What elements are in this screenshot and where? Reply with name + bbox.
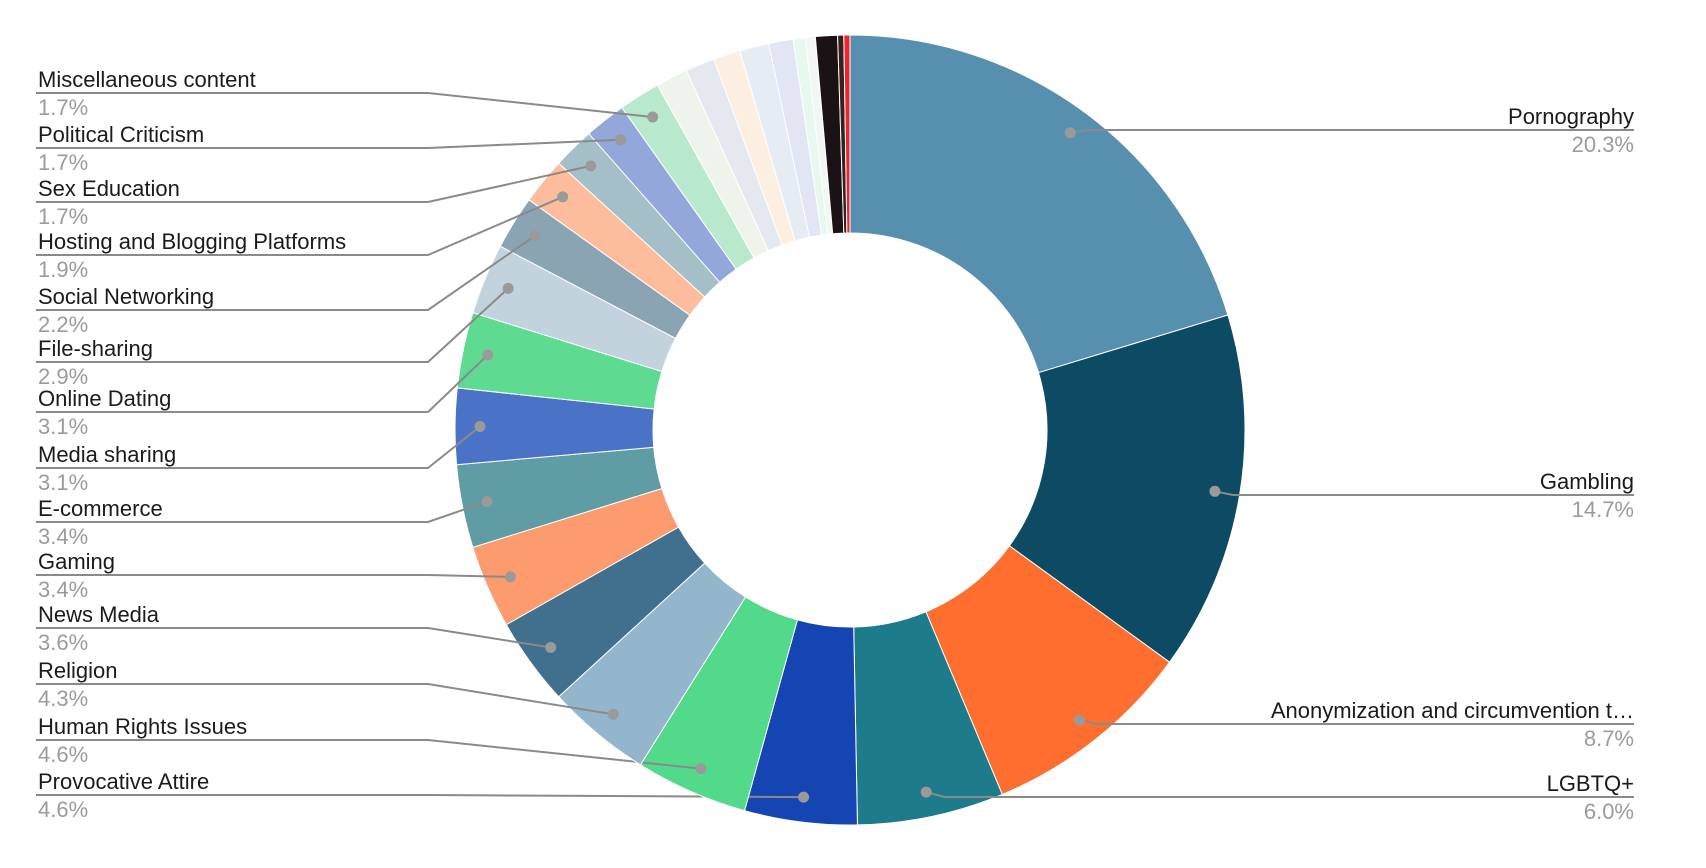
slice-unlabeled-27[interactable] [843, 34, 851, 234]
slice-label-text: Anonymization and circumvention t… [1270, 698, 1634, 723]
leader-dot-hosting-and-blogging-platforms [557, 191, 569, 203]
slice-percent-text: 1.7% [38, 150, 89, 175]
leader-line-pornography [1070, 129, 1634, 134]
leader-dot-anonymization-and-circumvention-t [1074, 714, 1085, 726]
slice-percent-text: 6.0% [1583, 799, 1634, 824]
slice-label-text: Provocative Attire [38, 769, 210, 794]
slice-label-gaming: Gaming 3.4% [38, 549, 115, 605]
slice-percent-text: 3.4% [38, 524, 89, 549]
leader-line-online-dating [36, 354, 489, 413]
leader-dot-provocative-attire [798, 791, 810, 803]
slice-label-sex-education: Sex Education 1.7% [38, 176, 180, 232]
leader-dot-online-dating [482, 349, 494, 361]
leader-line-human-rights-issues [36, 739, 702, 770]
leader-line-gambling [1214, 490, 1634, 496]
slice-percent-text: 4.3% [38, 686, 89, 711]
leader-line-sex-education [36, 164, 592, 203]
slice-percent-text: 14.7% [1571, 497, 1634, 522]
slice-label-text: Social Networking [38, 284, 215, 309]
leader-line-miscellaneous-content [36, 92, 653, 118]
leader-dot-news-media [545, 642, 557, 653]
slice-label-miscellaneous-content: Miscellaneous content 1.7% [38, 67, 256, 123]
slice-pornography[interactable] [849, 34, 1229, 374]
leader-line-lgbtq [925, 791, 1634, 798]
slice-label-text: Human Rights Issues [38, 714, 248, 739]
slice-percent-text: 3.6% [38, 630, 89, 655]
leader-dot-file-sharing [502, 282, 514, 294]
leader-dot-e-commerce [481, 496, 493, 508]
slice-label-text: File-sharing [38, 336, 153, 361]
slice-percent-text: 3.1% [38, 470, 89, 495]
slice-percent-text: 20.3% [1571, 132, 1634, 157]
slice-label-anonymization-and-circumvention-tools: Anonymization and circumvention t… 8.7% [1271, 698, 1634, 754]
leader-dot-religion [607, 708, 619, 720]
leader-dot-human-rights-issues [695, 763, 707, 775]
slice-label-text: LGBTQ+ [1546, 771, 1634, 796]
leader-dot-pornography [1064, 127, 1076, 139]
slice-percent-text: 8.7% [1583, 726, 1634, 751]
leader-line-hosting-and-blogging-platforms [36, 195, 564, 256]
slice-label-political-criticism: Political Criticism 1.7% [38, 122, 204, 178]
slice-label-lgbtq: LGBTQ+ 6.0% [1547, 771, 1634, 827]
slice-label-text: Sex Education [38, 176, 180, 201]
slice-percent-text: 1.7% [38, 95, 89, 120]
leader-line-gaming [36, 574, 511, 578]
slice-label-text: Political Criticism [38, 122, 205, 147]
leader-dot-gaming [504, 571, 516, 583]
slice-label-hosting-and-blogging-platforms: Hosting and Blogging Platforms 1.9% [38, 229, 346, 285]
slice-percent-text: 4.6% [38, 797, 89, 822]
slice-label-provocative-attire: Provocative Attire 4.6% [38, 769, 209, 825]
slice-label-text: Pornography [1508, 104, 1634, 129]
slice-label-text: Media sharing [38, 442, 177, 467]
slice-percent-text: 2.2% [38, 312, 89, 337]
slice-gambling[interactable] [1008, 314, 1246, 663]
leader-line-news-media [36, 627, 551, 649]
slice-label-gambling: Gambling 14.7% [1540, 469, 1634, 525]
slice-percent-text: 3.4% [38, 577, 89, 602]
slice-label-news-media: News Media 3.6% [38, 602, 159, 658]
slice-label-text: Gambling [1539, 469, 1634, 494]
slice-percent-text: 4.6% [38, 742, 89, 767]
slice-label-text: Religion [38, 658, 118, 683]
leader-dot-political-criticism [615, 134, 626, 146]
leader-line-anonymization-and-circumvention-t [1079, 719, 1634, 725]
leader-line-media-sharing [36, 425, 481, 469]
slice-label-human-rights-issues: Human Rights Issues 4.6% [38, 714, 247, 770]
slice-label-e-commerce: E-commerce 3.4% [38, 496, 163, 552]
leader-dot-sex-education [585, 160, 597, 172]
slice-label-text: Hosting and Blogging Platforms [38, 229, 347, 254]
leader-dot-gambling [1209, 485, 1221, 497]
leader-dot-lgbtq [920, 786, 932, 798]
slice-label-text: News Media [38, 602, 160, 627]
slice-percent-text: 2.9% [38, 364, 89, 389]
slice-label-text: E-commerce [38, 496, 163, 521]
leader-dot-media-sharing [474, 421, 486, 432]
slice-label-file-sharing: File-sharing 2.9% [38, 336, 153, 392]
leader-line-religion [36, 683, 614, 716]
slice-label-pornography: Pornography 20.3% [1508, 104, 1634, 160]
slice-percent-text: 1.7% [38, 204, 89, 229]
slice-label-text: Miscellaneous content [38, 67, 256, 92]
leader-dot-miscellaneous-content [647, 111, 659, 123]
leader-line-file-sharing [36, 287, 509, 363]
slice-label-text: Gaming [38, 549, 116, 574]
leader-dot-social-networking [529, 230, 541, 242]
slice-percent-text: 3.1% [38, 414, 89, 439]
slice-label-social-networking: Social Networking 2.2% [38, 284, 214, 340]
slice-label-online-dating: Online Dating 3.1% [38, 386, 171, 442]
slice-percent-text: 1.9% [38, 257, 89, 282]
leader-line-social-networking [36, 234, 536, 311]
leader-line-provocative-attire [36, 794, 804, 799]
slice-label-text: Online Dating [38, 386, 172, 411]
slice-label-religion: Religion 4.3% [38, 658, 118, 714]
leader-line-political-criticism [36, 138, 621, 149]
slice-label-media-sharing: Media sharing 3.1% [38, 442, 176, 498]
leader-line-e-commerce [36, 500, 488, 523]
